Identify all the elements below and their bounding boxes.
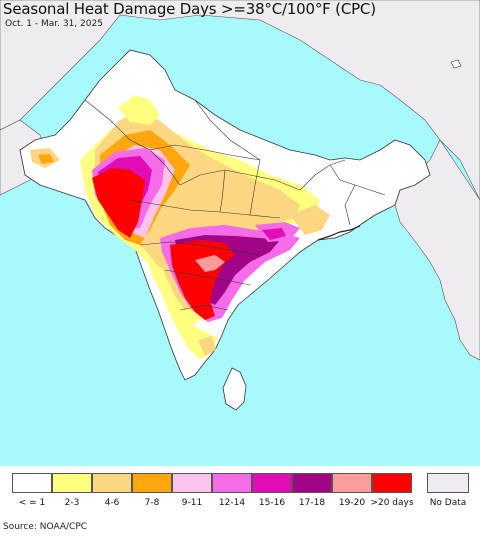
legend-label: 4-6 xyxy=(104,498,120,508)
legend-swatch xyxy=(132,473,172,493)
map-subtitle: Oct. 1 - Mar. 31, 2025 xyxy=(5,19,103,29)
legend-label: < = 1 xyxy=(18,498,46,508)
legend-swatch xyxy=(212,473,252,493)
legend-swatch xyxy=(252,473,292,493)
heat-zone-19-20-central xyxy=(195,255,225,272)
legend-label: 15-16 xyxy=(258,498,286,508)
legend-swatch xyxy=(12,473,52,493)
legend-label: 19-20 xyxy=(338,498,366,508)
island-northeast xyxy=(450,59,462,69)
legend-label: 17-18 xyxy=(298,498,326,508)
heat-zone-2-3-south xyxy=(148,262,218,360)
legend-label: 2-3 xyxy=(64,498,80,508)
heat-zone-4-6-south xyxy=(198,336,216,356)
heat-damage-map xyxy=(0,0,480,466)
land-no-data-west xyxy=(0,0,480,201)
legend: < = 1 2-3 4-6 7-8 9-11 12-14 15-16 17-18 19-20 >2… xyxy=(0,466,480,518)
legend-label: 9-11 xyxy=(181,498,203,508)
sri-lanka xyxy=(222,367,247,411)
heat-zone-over-20-northwest xyxy=(92,168,145,238)
legend-swatch xyxy=(292,473,332,493)
legend-swatch xyxy=(52,473,92,493)
legend-swatch xyxy=(332,473,372,493)
ganges-delta xyxy=(317,225,361,241)
legend-swatch xyxy=(172,473,212,493)
legend-label: >20 days xyxy=(370,498,414,508)
legend-label: 7-8 xyxy=(144,498,160,508)
source-credit: Source: NOAA/CPC xyxy=(3,522,88,532)
legend-swatch-no-data xyxy=(427,473,469,493)
heat-zone-2-3-northwest xyxy=(118,95,160,125)
borders xyxy=(84,99,386,311)
legend-swatch xyxy=(372,473,412,493)
map-title: Seasonal Heat Damage Days >=38°C/100°F (… xyxy=(3,0,376,18)
legend-swatch xyxy=(92,473,132,493)
legend-label-no-data: No Data xyxy=(429,498,467,508)
heat-zone-15-16-east xyxy=(262,228,286,240)
heat-zone-7-8-west xyxy=(38,154,54,164)
heat-zone-4-6-east xyxy=(290,205,330,235)
legend-label: 12-14 xyxy=(218,498,246,508)
